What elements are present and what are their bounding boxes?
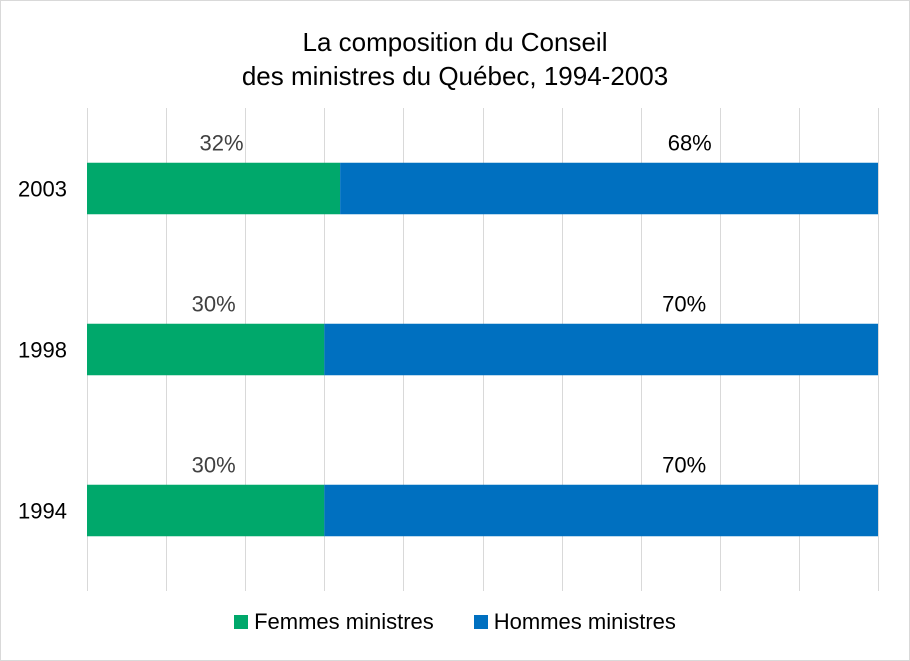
- bar-femmes-2003: [87, 162, 341, 215]
- chart-title-line-2: des ministres du Québec, 1994-2003: [241, 61, 669, 91]
- category-label-2003: 2003: [18, 177, 67, 202]
- bar-femmes-1994: [87, 484, 325, 537]
- category-label-1994: 1994: [18, 499, 67, 524]
- legend-swatch-femmes: [234, 615, 249, 629]
- legend-item-hommes: Hommes ministres: [473, 609, 676, 635]
- legend-item-femmes: Femmes ministres: [234, 609, 434, 635]
- bar-femmes-1998: [87, 323, 325, 376]
- bar-hommes-1994: [324, 484, 878, 537]
- legend-label-hommes: Hommes ministres: [493, 609, 676, 634]
- data-label-femmes-2003: 32%: [200, 131, 244, 156]
- legend: Femmes ministres Hommes ministres: [1, 609, 909, 635]
- data-label-hommes-2003: 68%: [668, 131, 712, 156]
- data-label-femmes-1994: 30%: [192, 453, 236, 478]
- bar-hommes-2003: [340, 162, 878, 215]
- bar-hommes-1998: [324, 323, 878, 376]
- legend-swatch-hommes: [473, 615, 488, 629]
- data-label-hommes-1998: 70%: [662, 292, 706, 317]
- data-label-hommes-1994: 70%: [662, 453, 706, 478]
- legend-label-femmes: Femmes ministres: [254, 609, 434, 634]
- bar-chart: 2003 32% 68% 1998 30% 70% 1994 30% 70%: [18, 108, 879, 591]
- chart-title: La composition du Conseil des ministres …: [1, 25, 909, 93]
- category-label-1998: 1998: [18, 338, 67, 363]
- data-label-femmes-1998: 30%: [192, 292, 236, 317]
- chart-title-line-1: La composition du Conseil: [302, 27, 608, 57]
